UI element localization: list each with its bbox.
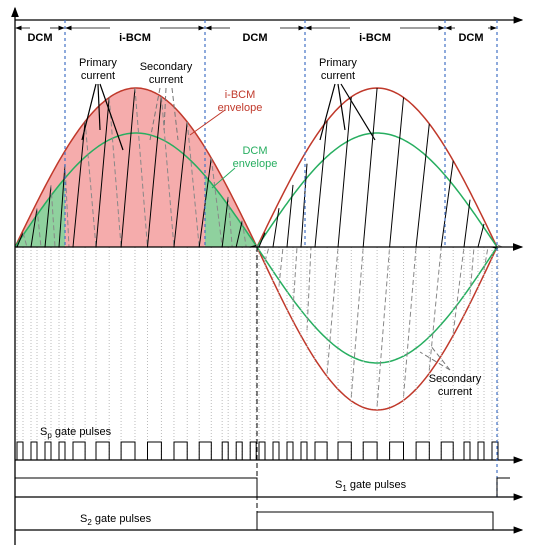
secondary-current xyxy=(428,246,442,371)
primary-current xyxy=(235,220,243,248)
annotation: current xyxy=(149,74,183,86)
primary-current xyxy=(463,199,471,248)
primary-current xyxy=(300,163,308,248)
annotation: Primary xyxy=(79,57,117,69)
envelope xyxy=(256,87,498,248)
primary-current xyxy=(30,208,38,248)
subscript: 2 xyxy=(87,518,92,527)
primary-current xyxy=(314,120,328,248)
secondary-current xyxy=(376,246,391,407)
gate-label: Sp gate pulses xyxy=(40,426,112,440)
text: gate pulses xyxy=(52,426,112,438)
symbol: S xyxy=(335,479,342,491)
envelope xyxy=(14,132,258,248)
ibcm-fill xyxy=(15,88,257,247)
secondary-current xyxy=(186,121,200,248)
secondary-current xyxy=(264,246,270,262)
annotation: DCM xyxy=(242,145,267,157)
secondary-current xyxy=(84,121,97,248)
secondary-current xyxy=(210,158,223,248)
region-label: DCM xyxy=(27,32,52,44)
secondary-current xyxy=(350,246,364,398)
primary-current xyxy=(58,164,66,248)
secondary-current xyxy=(134,87,148,248)
secondary-current xyxy=(452,246,465,334)
primary-current xyxy=(415,123,430,248)
primary-current xyxy=(337,96,352,248)
text: gate pulses xyxy=(347,479,407,491)
secondary-current xyxy=(22,232,28,248)
region-label: DCM xyxy=(242,32,267,44)
symbol: S xyxy=(80,513,87,525)
annotation: Secondary xyxy=(140,61,193,73)
s1-trace xyxy=(15,477,258,497)
envelope xyxy=(14,87,258,248)
primary-current xyxy=(95,97,110,248)
secondary-current xyxy=(160,96,175,248)
secondary-current xyxy=(64,164,70,248)
primary-current xyxy=(173,121,188,248)
secondary-current xyxy=(278,246,284,286)
region-label: i-BCM xyxy=(119,32,151,44)
annotation-arrow xyxy=(211,167,236,189)
primary-current xyxy=(16,232,24,248)
secondary-current xyxy=(241,220,247,248)
secondary-current xyxy=(306,246,312,331)
s2-trace xyxy=(256,511,494,530)
region-label: DCM xyxy=(458,32,483,44)
subscript: p xyxy=(47,431,52,440)
annotation: current xyxy=(81,70,115,82)
annotation: i-BCM xyxy=(225,89,256,101)
s1-trace xyxy=(496,477,510,497)
annotation: Secondary xyxy=(429,373,482,385)
annotation: current xyxy=(321,70,355,82)
annotation-arrows xyxy=(81,83,376,151)
annotation: Primary xyxy=(319,57,357,69)
primary-current xyxy=(44,185,52,248)
primary-current xyxy=(120,87,136,248)
secondary-current xyxy=(36,208,42,248)
primary-current xyxy=(477,223,485,248)
annotation: current xyxy=(438,386,472,398)
secondary-current xyxy=(326,246,339,374)
annotation: envelope xyxy=(233,158,278,170)
secondary-current xyxy=(483,246,489,271)
symbol: S xyxy=(40,426,47,438)
waves xyxy=(14,87,503,461)
secondary-current xyxy=(292,246,298,310)
gate-label: S1 gate pulses xyxy=(335,479,407,493)
region-label: i-BCM xyxy=(359,32,391,44)
primary-current xyxy=(72,121,86,248)
envelope xyxy=(256,132,498,248)
secondary-current xyxy=(108,97,122,248)
annotation-arrow xyxy=(189,109,226,136)
secondary-current xyxy=(403,246,417,397)
primary-current xyxy=(440,160,454,248)
secondary-current xyxy=(227,196,233,248)
annotation: envelope xyxy=(218,102,263,114)
secondary-current xyxy=(50,185,56,248)
primary-current xyxy=(286,184,294,248)
primary-current xyxy=(146,96,162,248)
annotation-arrows xyxy=(149,87,451,371)
region-dividers xyxy=(64,20,498,497)
primary-current xyxy=(258,232,266,248)
primary-current xyxy=(272,208,280,248)
primary-current xyxy=(389,97,405,248)
primary-current xyxy=(362,87,378,248)
primary-current xyxy=(221,196,229,248)
gate-label: S2 gate pulses xyxy=(80,513,152,527)
subscript: 1 xyxy=(342,484,347,493)
text: gate pulses xyxy=(92,513,152,525)
